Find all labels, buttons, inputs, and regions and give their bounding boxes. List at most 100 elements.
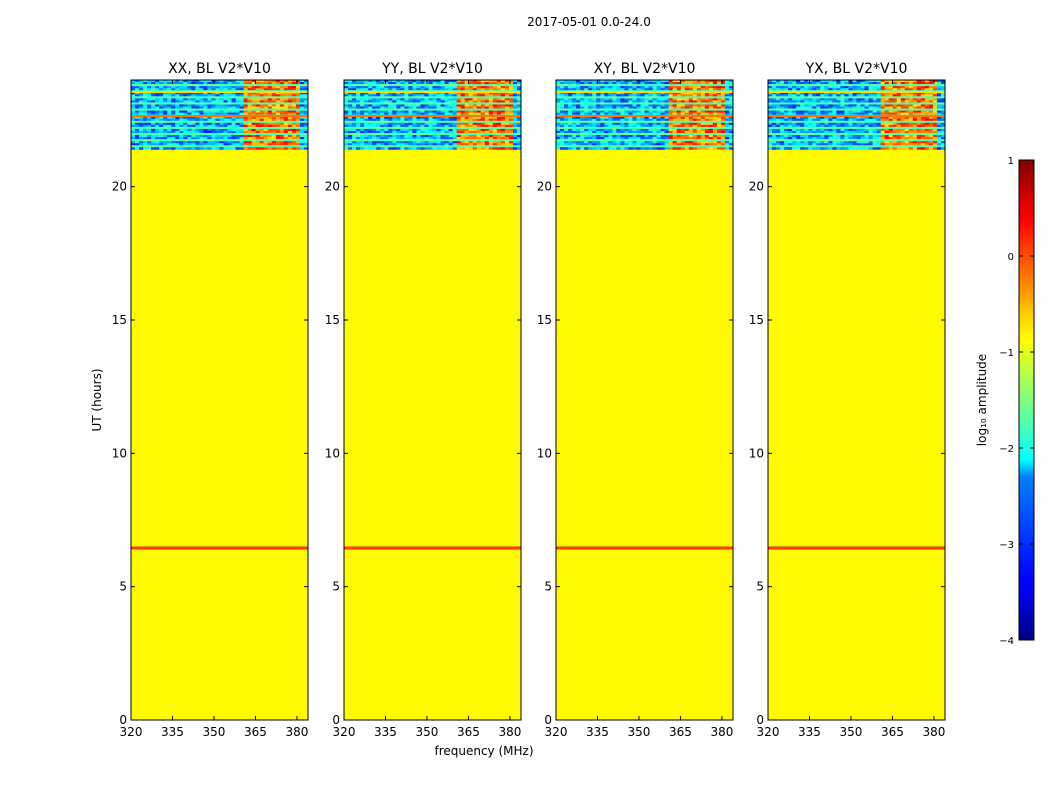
panel-background [556, 80, 733, 720]
heatmap-cell [432, 102, 437, 105]
heatmap-cell [488, 80, 494, 83]
heatmap-cell [568, 108, 573, 111]
heatmap-cell [708, 108, 714, 111]
heatmap-cell [271, 106, 277, 109]
heatmap-cell [360, 118, 365, 122]
heatmap-cell [416, 98, 421, 101]
heatmap-cell [171, 84, 176, 87]
heatmap-cell [155, 145, 160, 148]
heatmap-cell [295, 137, 301, 140]
heatmap-cell [219, 106, 224, 109]
heatmap-cell [179, 139, 184, 142]
heatmap-cell [135, 96, 140, 99]
heatmap-cell [267, 141, 273, 144]
heatmap-cell [259, 88, 265, 91]
heatmap-cell [279, 100, 285, 103]
heatmap-cell [283, 143, 289, 146]
heatmap-cell [143, 147, 148, 150]
heatmap-cell [344, 135, 349, 138]
heatmap-cell [400, 116, 405, 120]
heatmap-cell [460, 139, 466, 142]
heatmap-cell [664, 98, 670, 101]
heatmap-cell [660, 100, 666, 103]
heatmap-cell [668, 102, 674, 105]
heatmap-cell [832, 84, 837, 87]
heatmap-cell [608, 116, 613, 120]
heatmap-cell [884, 94, 890, 97]
heatmap-cell [255, 135, 261, 138]
heatmap-cell [600, 92, 605, 95]
heatmap-cell [680, 86, 686, 89]
heatmap-cell [508, 108, 514, 111]
heatmap-cell [187, 80, 192, 83]
heatmap-cell [636, 139, 641, 142]
heatmap-cell [596, 147, 601, 150]
heatmap-cell [287, 120, 293, 124]
heatmap-cell [135, 133, 140, 136]
heatmap-cell [480, 106, 486, 109]
heatmap-cell [420, 128, 425, 132]
heatmap-cell [376, 94, 381, 97]
heatmap-cell [203, 86, 208, 89]
heatmap-cell [135, 84, 140, 87]
heatmap-cell [167, 141, 172, 144]
heatmap-cell [139, 147, 144, 150]
heatmap-cell [412, 80, 417, 83]
heatmap-cell [223, 108, 228, 111]
heatmap-cell [708, 104, 714, 107]
heatmap-cell [912, 92, 918, 95]
heatmap-cell [856, 82, 861, 85]
heatmap-cell [696, 128, 702, 132]
heatmap-cell [716, 130, 722, 134]
heatmap-cell [171, 98, 176, 101]
heatmap-cell [556, 102, 561, 105]
heatmap-cell [203, 100, 208, 103]
heatmap-cell [211, 143, 216, 146]
heatmap-cell [476, 84, 482, 87]
heatmap-cell [672, 116, 678, 120]
heatmap-cell [368, 82, 373, 85]
heatmap-cell [380, 124, 385, 128]
heatmap-cell [828, 92, 833, 95]
heatmap-cell [416, 135, 421, 138]
heatmap-cell [139, 116, 144, 120]
heatmap-cell [219, 96, 224, 99]
heatmap-cell [592, 128, 597, 132]
heatmap-cell [572, 143, 577, 146]
heatmap-cell [932, 92, 938, 95]
heatmap-cell [364, 135, 369, 138]
heatmap-cell [219, 128, 224, 132]
heatmap-cell [716, 126, 722, 130]
heatmap-cell [464, 122, 470, 126]
heatmap-cell [680, 98, 686, 101]
heatmap-cell [376, 88, 381, 91]
heatmap-cell [644, 122, 649, 126]
heatmap-cell [648, 92, 653, 95]
heatmap-cell [456, 141, 462, 144]
heatmap-cell [708, 143, 714, 146]
heatmap-cell [283, 106, 289, 109]
heatmap-cell [155, 137, 160, 140]
heatmap-cell [203, 118, 208, 122]
heatmap-cell [616, 135, 621, 138]
heatmap-cell [580, 147, 585, 150]
heatmap-cell [151, 147, 156, 150]
heatmap-cell [796, 80, 801, 83]
heatmap-cell [267, 86, 273, 89]
heatmap-cell [728, 128, 734, 132]
heatmap-cell [147, 118, 152, 122]
heatmap-cell [352, 108, 357, 111]
heatmap-cell [444, 116, 449, 120]
heatmap-cell [408, 128, 413, 132]
heatmap-cell [480, 139, 486, 142]
heatmap-cell [616, 86, 621, 89]
heatmap-cell [183, 133, 188, 136]
heatmap-cell [408, 92, 413, 95]
heatmap-cell [259, 86, 265, 89]
heatmap-cell [207, 102, 212, 105]
heatmap-cell [239, 100, 245, 103]
heatmap-cell [211, 98, 216, 101]
heatmap-cell [360, 86, 365, 89]
heatmap-cell [432, 145, 437, 148]
heatmap-cell [291, 147, 297, 150]
